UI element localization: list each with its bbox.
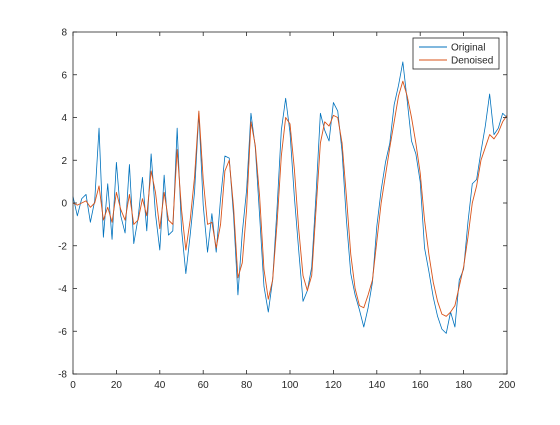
legend-label-denoised: Denoised bbox=[451, 56, 493, 67]
x-tick-label: 200 bbox=[499, 380, 516, 391]
y-tick-label: -2 bbox=[58, 241, 67, 252]
x-tick-label: 20 bbox=[111, 380, 123, 391]
y-tick-label: 2 bbox=[61, 156, 67, 167]
legend-box bbox=[412, 37, 500, 70]
x-tick-label: 0 bbox=[70, 380, 76, 391]
y-tick-label: -8 bbox=[58, 370, 67, 381]
series-line-original bbox=[72, 61, 508, 334]
axes: 0 20 40 60 80 100 120 140 160 180 200 -8 -6 -4 -2 0 2 4 6 8 bbox=[58, 28, 516, 392]
x-tick-label: 140 bbox=[368, 380, 385, 391]
legend: Original Denoised bbox=[412, 37, 500, 70]
x-tick-label: 100 bbox=[282, 380, 299, 391]
y-tick-label: -4 bbox=[58, 284, 67, 295]
x-tick-label: 60 bbox=[198, 380, 210, 391]
y-tick-label: -6 bbox=[58, 327, 67, 338]
y-tick-label: 0 bbox=[61, 199, 67, 210]
series-line-denoised bbox=[72, 80, 508, 317]
plot-area bbox=[73, 32, 507, 374]
x-tick-label: 160 bbox=[412, 380, 429, 391]
y-tick-label: 8 bbox=[61, 28, 67, 39]
x-tick-label: 40 bbox=[154, 380, 166, 391]
y-tick-label: 6 bbox=[61, 70, 67, 81]
x-tick-label: 180 bbox=[455, 380, 472, 391]
legend-label-original: Original bbox=[451, 43, 485, 54]
x-tick-label: 80 bbox=[241, 380, 253, 391]
y-tick-label: 4 bbox=[61, 113, 67, 124]
x-tick-label: 120 bbox=[325, 380, 342, 391]
series-layer bbox=[72, 61, 508, 334]
